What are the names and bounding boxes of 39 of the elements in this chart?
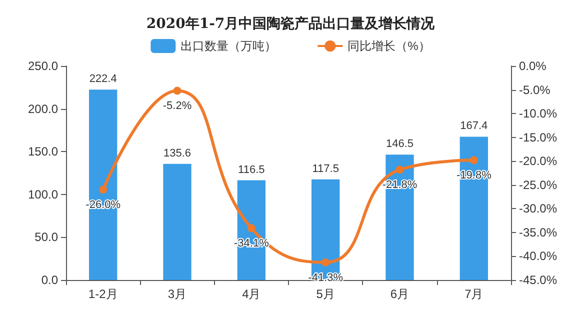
y2-tick-label: -40.0% — [519, 249, 558, 264]
y-tick-label: 100.0 — [28, 187, 58, 202]
point — [396, 166, 404, 174]
y-tick-label: 50.0 — [34, 230, 58, 244]
x-tick-label: 3月 — [168, 287, 187, 301]
y2-tick-label: -35.0% — [519, 225, 558, 240]
y2-tick-label: 0.0% — [519, 59, 547, 73]
x-tick-label: 4月 — [242, 287, 261, 301]
y-tick-label: 250.0 — [28, 59, 58, 73]
bar — [163, 164, 192, 280]
chart-title: 2020年1-7月中国陶瓷产品出口量及增长情况 — [146, 15, 436, 32]
data-label: 135.6 — [163, 147, 192, 160]
y2-tick-label: -45.0% — [519, 273, 558, 287]
y2-tick-label: -20.0% — [519, 154, 558, 168]
data-label: 167.4 — [460, 120, 488, 132]
point — [247, 224, 256, 232]
y2-tick-label: -15.0% — [519, 130, 558, 144]
x-tick-label: 5月 — [316, 287, 335, 301]
x-tick-label: 6月 — [390, 287, 410, 301]
point — [173, 86, 182, 95]
data-label: 146.5 — [386, 138, 414, 150]
legend-label: 出口数量（万吨） — [180, 39, 277, 53]
y2-tick-label: -5.0% — [519, 82, 551, 97]
y2-tick-label: -30.0% — [519, 202, 558, 216]
point — [470, 156, 478, 164]
y2-tick-label: -25.0% — [519, 178, 558, 192]
y-tick-label: 150.0 — [28, 144, 58, 159]
data-label: 117.5 — [312, 162, 339, 175]
data-label: -5.2% — [162, 100, 192, 112]
x-tick-label: 1-2月 — [88, 287, 118, 301]
legend-label: 同比增长（%） — [348, 39, 430, 53]
point — [99, 186, 108, 194]
y2-tick-label: -10.0% — [519, 106, 558, 121]
y-tick-label: 200.0 — [28, 102, 58, 116]
y-tick-label: 0.0 — [41, 273, 58, 287]
data-label: 116.5 — [238, 164, 265, 176]
x-tick-label: 7月 — [464, 287, 484, 301]
data-label: 222.4 — [89, 73, 117, 86]
point — [322, 258, 330, 266]
